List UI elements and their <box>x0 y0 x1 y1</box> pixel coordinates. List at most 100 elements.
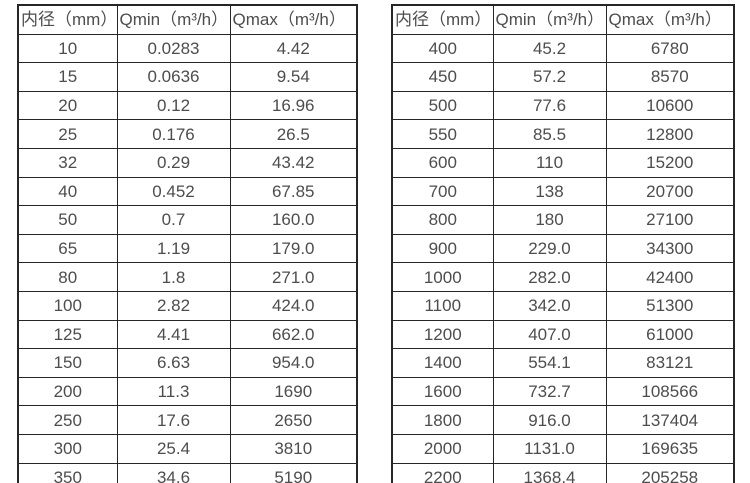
table-row: 200 11.3 1690 <box>17 376 358 407</box>
table-cell: 34.6 <box>116 462 231 483</box>
column-header: Qmax（m³/h） <box>605 4 735 35</box>
table-cell: 600 <box>391 147 494 178</box>
table-cell: 4.41 <box>116 319 231 350</box>
table-cell: 1000 <box>391 262 494 292</box>
table-cell: 25 <box>17 119 118 149</box>
table-cell: 1131.0 <box>492 433 607 464</box>
table-row: 100 2.82 424.0 <box>17 290 358 321</box>
table-cell: 800 <box>391 205 494 235</box>
column-header: Qmin（m³/h） <box>492 4 607 35</box>
table-cell: 400 <box>391 33 494 64</box>
table-cell: 17.6 <box>116 405 231 435</box>
table-cell: 2000 <box>391 433 494 464</box>
table-cell: 34300 <box>605 233 735 264</box>
table-row: 1400 554.1 83121 <box>391 348 735 378</box>
table-row: 2200 1368.4 205258 <box>391 462 735 483</box>
table-cell: 61000 <box>605 319 735 350</box>
table-cell: 9.54 <box>229 62 358 92</box>
table-cell: 2.82 <box>116 290 231 321</box>
table-cell: 271.0 <box>229 262 358 292</box>
table-cell: 100 <box>17 290 118 321</box>
table-cell: 45.2 <box>492 33 607 64</box>
table-cell: 32 <box>17 147 118 178</box>
table-row: 25 0.176 26.5 <box>17 119 358 149</box>
table-cell: 954.0 <box>229 348 358 378</box>
table-cell: 407.0 <box>492 319 607 350</box>
table-row: 2000 1131.0 169635 <box>391 433 735 464</box>
table-cell: 0.176 <box>116 119 231 149</box>
table-cell: 10600 <box>605 90 735 121</box>
table-row: 350 34.6 5190 <box>17 462 358 483</box>
table-cell: 1200 <box>391 319 494 350</box>
table-cell: 662.0 <box>229 319 358 350</box>
table-cell: 550 <box>391 119 494 149</box>
table-cell: 1368.4 <box>492 462 607 483</box>
table-cell: 350 <box>17 462 118 483</box>
table-row: 1600 732.7 108566 <box>391 376 735 407</box>
table-cell: 150 <box>17 348 118 378</box>
table-row: 15 0.0636 9.54 <box>17 62 358 92</box>
table-cell: 16.96 <box>229 90 358 121</box>
table-cell: 125 <box>17 319 118 350</box>
table-row: 400 45.2 6780 <box>391 33 735 64</box>
table-cell: 65 <box>17 233 118 264</box>
table-row: 800 180 27100 <box>391 205 735 235</box>
table-cell: 200 <box>17 376 118 407</box>
table-cell: 6780 <box>605 33 735 64</box>
table-cell: 205258 <box>605 462 735 483</box>
table-row: 10 0.0283 4.42 <box>17 33 358 64</box>
table-cell: 0.7 <box>116 205 231 235</box>
table-cell: 10 <box>17 33 118 64</box>
table-row: 550 85.5 12800 <box>391 119 735 149</box>
table-cell: 180 <box>492 205 607 235</box>
table-row: 125 4.41 662.0 <box>17 319 358 350</box>
table-cell: 80 <box>17 262 118 292</box>
table-row: 450 57.2 8570 <box>391 62 735 92</box>
table-cell: 0.0283 <box>116 33 231 64</box>
table-cell: 3810 <box>229 433 358 464</box>
table-cell: 250 <box>17 405 118 435</box>
table-row: 50 0.7 160.0 <box>17 205 358 235</box>
table-cell: 1690 <box>229 376 358 407</box>
table-cell: 916.0 <box>492 405 607 435</box>
table-cell: 342.0 <box>492 290 607 321</box>
table-cell: 282.0 <box>492 262 607 292</box>
table-cell: 57.2 <box>492 62 607 92</box>
column-header: 内径（mm） <box>17 4 118 35</box>
table-cell: 12800 <box>605 119 735 149</box>
table-cell: 43.42 <box>229 147 358 178</box>
table-cell: 20 <box>17 90 118 121</box>
table-row: 40 0.452 67.85 <box>17 176 358 207</box>
table-row: 1200 407.0 61000 <box>391 319 735 350</box>
table-cell: 42400 <box>605 262 735 292</box>
table-cell: 5190 <box>229 462 358 483</box>
table-row: 65 1.19 179.0 <box>17 233 358 264</box>
table-cell: 110 <box>492 147 607 178</box>
table-cell: 1.8 <box>116 262 231 292</box>
header-row: 内径（mm） Qmin（m³/h） Qmax（m³/h） <box>391 4 735 35</box>
table-cell: 169635 <box>605 433 735 464</box>
table-row: 1100 342.0 51300 <box>391 290 735 321</box>
table-cell: 50 <box>17 205 118 235</box>
table-cell: 25.4 <box>116 433 231 464</box>
table-cell: 554.1 <box>492 348 607 378</box>
table-cell: 0.12 <box>116 90 231 121</box>
table-cell: 67.85 <box>229 176 358 207</box>
table-cell: 15 <box>17 62 118 92</box>
table-cell: 1.19 <box>116 233 231 264</box>
table-cell: 8570 <box>605 62 735 92</box>
table-row: 500 77.6 10600 <box>391 90 735 121</box>
table-cell: 0.0636 <box>116 62 231 92</box>
table-cell: 179.0 <box>229 233 358 264</box>
flow-spec-table-small-diameters: 内径（mm） Qmin（m³/h） Qmax（m³/h） 10 0.0283 4.42 15… <box>17 4 358 483</box>
table-cell: 4.42 <box>229 33 358 64</box>
table-cell: 900 <box>391 233 494 264</box>
table-cell: 2650 <box>229 405 358 435</box>
column-header: 内径（mm） <box>391 4 494 35</box>
table-cell: 160.0 <box>229 205 358 235</box>
table-cell: 138 <box>492 176 607 207</box>
table-cell: 20700 <box>605 176 735 207</box>
table-cell: 83121 <box>605 348 735 378</box>
table-cell: 1600 <box>391 376 494 407</box>
table-cell: 137404 <box>605 405 735 435</box>
